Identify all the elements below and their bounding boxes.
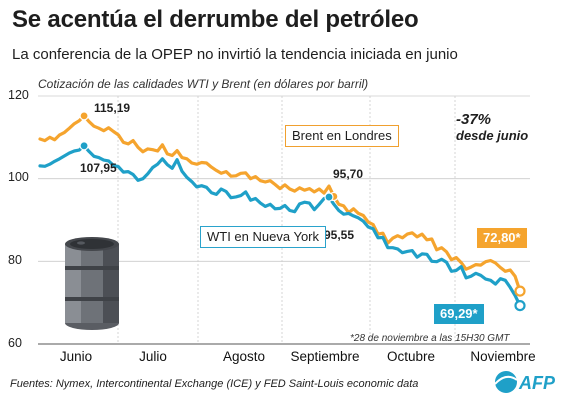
wti-last-value-badge: 69,29* bbox=[434, 304, 484, 324]
wti-marker-2 bbox=[324, 192, 334, 202]
unit-note: Cotización de las calidades WTI y Brent … bbox=[38, 77, 369, 91]
brent-marker-1 bbox=[79, 111, 89, 121]
brent-june-peak-label: 115,19 bbox=[94, 101, 131, 115]
y-tick-label-120: 120 bbox=[8, 88, 29, 102]
brent-price-line bbox=[38, 114, 522, 293]
chart-title: Se acentúa el derrumbe del petróleo bbox=[12, 6, 419, 33]
wti-marker-1 bbox=[79, 141, 89, 151]
month-label-agosto: Agosto bbox=[222, 349, 266, 364]
afp-logo-text: AFP bbox=[518, 373, 556, 393]
change-text: desde junio bbox=[456, 128, 529, 143]
wti-marker-3 bbox=[514, 300, 526, 312]
month-label-junio: Junio bbox=[59, 349, 93, 364]
brent-series-label: Brent en Londres bbox=[285, 125, 399, 147]
wti-june-peak-label: 107,95 bbox=[80, 161, 117, 175]
wti-series-label: WTI en Nueva York bbox=[200, 226, 326, 248]
y-tick-label-60: 60 bbox=[8, 336, 22, 350]
footnote: *28 de noviembre a las 15H30 GMT bbox=[350, 333, 510, 344]
y-tick-label-80: 80 bbox=[8, 253, 22, 267]
y-tick-label-100: 100 bbox=[8, 170, 29, 184]
brent-marker-3 bbox=[514, 285, 526, 297]
month-label-septiembre: Septiembre bbox=[290, 349, 360, 364]
brent-last-value-badge: 72,80* bbox=[477, 228, 527, 248]
wti-price-line bbox=[38, 144, 522, 308]
change-percent: -37% bbox=[456, 111, 492, 128]
month-label-julio: Julio bbox=[139, 349, 167, 364]
wti-september-label: 95,55 bbox=[324, 228, 355, 242]
source-note: Fuentes: Nymex, Intercontinental Exchang… bbox=[10, 378, 419, 390]
brent-september-label: 95,70 bbox=[333, 167, 364, 181]
afp-logo: AFP bbox=[494, 371, 556, 393]
oil-barrel-icon bbox=[65, 237, 119, 330]
chart-subtitle: La conferencia de la OPEP no invirtió la… bbox=[12, 46, 458, 63]
month-label-octubre: Octubre bbox=[386, 349, 436, 364]
month-label-noviembre: Noviembre bbox=[470, 349, 536, 364]
change-annotation: -37% desde junio bbox=[456, 112, 528, 144]
